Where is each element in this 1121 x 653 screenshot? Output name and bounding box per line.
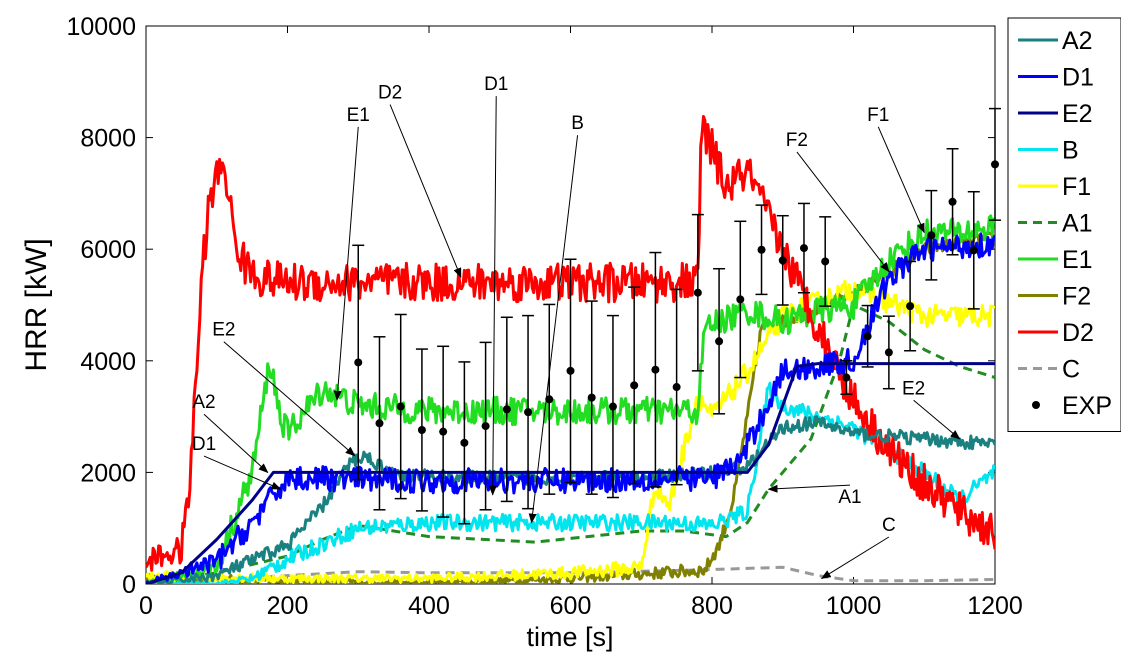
x-tick-label: 0 [139,592,153,620]
series-line-d1 [146,232,995,584]
series-line-c [146,565,995,584]
annotation-label: F2 [786,130,808,151]
annotation-label: D1 [484,74,508,95]
annotation-arrow [528,135,579,524]
y-tick-label: 8000 [80,125,136,153]
legend-box [1007,17,1121,432]
annotation-arrow [223,341,356,457]
exp-point [821,257,830,266]
y-tick-label: 0 [122,571,136,599]
annotation-label: A1 [838,487,861,508]
annotation-arrow [796,151,890,273]
annotation-arrow [877,126,925,234]
annotation-arrow [820,536,890,579]
exp-point [460,438,469,447]
exp-point [354,358,363,367]
x-tick-label: 800 [691,592,733,620]
legend-label: B [1062,137,1079,165]
x-tick-label: 600 [550,592,592,620]
annotation-arrow [203,455,282,490]
legend-label: A2 [1062,27,1093,55]
exp-point [502,405,511,414]
series-line-e2 [146,362,995,584]
exp-point [884,348,893,357]
exp-point [672,383,681,392]
annotation-arrow [389,104,462,279]
exp-point [969,246,978,255]
legend-label: E2 [1062,100,1093,128]
exp-point [693,288,702,297]
exp-markers-layer [352,107,1001,525]
exp-point [545,395,554,404]
legend-label: C [1062,356,1080,384]
exp-point [906,302,915,311]
annotations-layer: E1 D2 D1 B E2 A2 D1 F2 F1 E2 A1 C [192,74,961,579]
exp-point [396,402,405,411]
annotation-label: F1 [867,105,889,126]
annotation-label: A2 [192,392,215,413]
annotation-arrow [913,399,961,440]
exp-point [778,256,787,265]
y-tick-label: 2000 [80,459,136,487]
exp-point [799,244,808,253]
exp-point [651,365,660,374]
exp-point [991,160,999,169]
annotation-arrow [333,126,359,401]
exp-point [417,425,426,434]
exp-point [736,295,745,304]
legend-label: D2 [1062,319,1094,347]
legend-label: D1 [1062,64,1094,92]
x-tick-label: 1000 [826,592,882,620]
legend-label: E1 [1062,246,1093,274]
legend-label: F1 [1062,173,1091,201]
legend-label: EXP [1062,392,1112,420]
legend-label: F2 [1062,283,1091,311]
legend-label: A1 [1062,210,1093,238]
exp-point [842,373,851,382]
series-line-b [146,381,995,584]
exp-point [481,422,490,431]
exp-point [715,337,724,346]
exp-point [948,197,957,206]
legend: A2 D1 E2 B F1 A1 E1 F2 D2 C EXP [1007,17,1121,432]
axis-ticks: 0 200 400 600 800 1000 1200 0 2000 4000 6000 8000 10… [66,13,1022,620]
exp-point [757,245,766,254]
x-tick-label: 200 [267,592,309,620]
exp-point [630,381,639,390]
exp-point [927,231,936,240]
exp-point [566,366,575,375]
annotation-label: E2 [902,378,925,399]
y-axis-label: HRR [kW] [20,238,53,371]
annotation-arrow [488,96,497,496]
annotation-label: D1 [192,434,216,455]
annotation-arrow [203,413,269,474]
annotation-label: E1 [347,105,370,126]
y-tick-label: 6000 [80,236,136,264]
x-tick-label: 400 [408,592,450,620]
legend-marker-exp [1032,401,1040,409]
exp-point [439,427,448,436]
y-tick-label: 4000 [80,348,136,376]
exp-point [524,408,533,417]
exp-point [863,332,872,341]
exp-point [587,393,596,402]
x-tick-label: 1200 [967,592,1023,620]
annotation-label: C [882,515,896,536]
exp-point [608,402,617,411]
annotation-label: B [571,113,584,134]
annotation-label: D2 [378,83,402,104]
exp-point [375,419,384,428]
x-axis-label: time [s] [526,622,613,652]
y-tick-label: 10000 [66,13,136,41]
annotation-arrow [767,484,850,493]
annotation-label: E2 [212,320,235,341]
